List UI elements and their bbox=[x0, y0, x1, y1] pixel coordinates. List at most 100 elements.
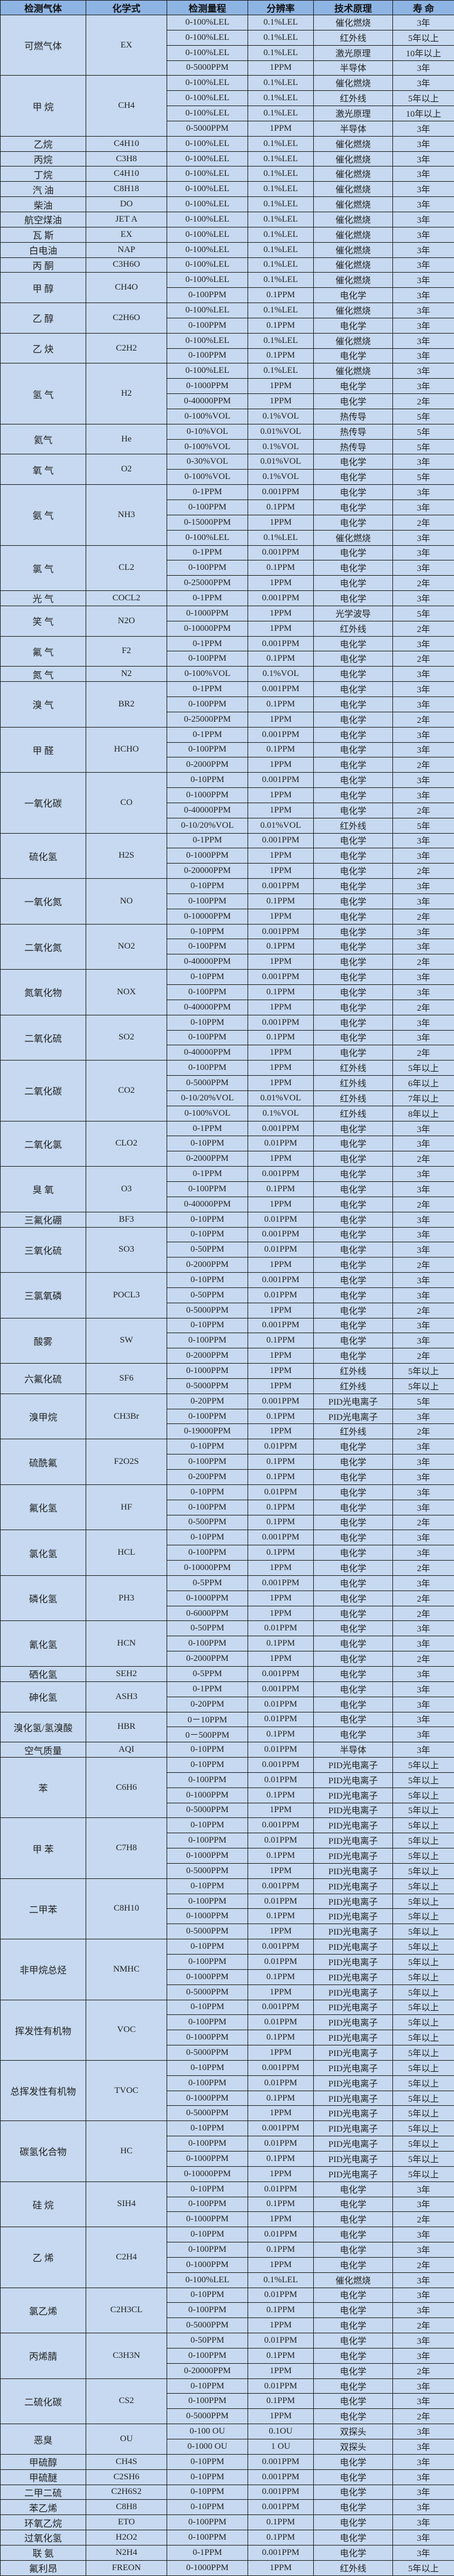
principle-cell: 电化学 bbox=[313, 1242, 393, 1258]
table-row: 六氟化硫 SF6 0-1000PPM 1PPM 红外线 5年以上 bbox=[0, 1363, 454, 1394]
principle-cell: PID光电离子 bbox=[313, 1878, 393, 1894]
lifespan-cell: 3年 bbox=[392, 196, 454, 212]
formula-cell: PH3 bbox=[86, 1575, 167, 1622]
header-principle: 技术原理 bbox=[313, 0, 393, 15]
formula-cell: SIH4 bbox=[86, 2181, 167, 2228]
resolution-cell: 1PPM bbox=[248, 1423, 314, 1440]
table-row: 硒化氢 SEH2 0-5PPM 0.001PPM 电化学 3年 bbox=[0, 1666, 454, 1682]
gas-name-cell: 航空煤油 bbox=[0, 211, 86, 227]
resolution-cell: 0.1PPM bbox=[248, 893, 314, 909]
table-row: 甲 苯 C7H8 0-10PPM 0.001PPM PID光电离子 5年以上 bbox=[0, 1817, 454, 1879]
resolution-cell: 0.1%LEL bbox=[248, 226, 314, 243]
table-row: 苯 C6H6 0-10PPM 0.001PPM PID光电离子 5年以上 bbox=[0, 1757, 454, 1819]
resolution-cell: 0.001PPM bbox=[248, 1014, 314, 1031]
resolution-cell: 0.1%VOL bbox=[248, 1105, 314, 1122]
resolution-cell: 0.01PPM bbox=[248, 2287, 314, 2303]
resolution-cell: 1PPM bbox=[248, 1060, 314, 1076]
principle-cell: 电化学 bbox=[313, 2211, 393, 2228]
table-row: 乙 炔 C2H2 0-100%LEL 0.1%LEL 催化燃烧 3年 bbox=[0, 332, 454, 364]
principle-cell: 红外线 bbox=[313, 1075, 393, 1091]
resolution-cell: 0.001PPM bbox=[248, 1878, 314, 1894]
table-row: 0-5000PPM 1PPM PID光电离子 5年以上 bbox=[1, 1984, 454, 2000]
range-cell: 0-100PPM bbox=[167, 2196, 248, 2213]
range-cell: 0-20PPM bbox=[167, 1696, 248, 1712]
resolution-cell: 0.1PPM bbox=[248, 1636, 314, 1652]
lifespan-cell: 5年以上 bbox=[392, 2120, 454, 2137]
resolution-cell: 0.01PPM bbox=[248, 1711, 314, 1728]
lifespan-cell: 2年 bbox=[392, 1514, 454, 1531]
principle-cell: 电化学 bbox=[313, 969, 393, 985]
principle-cell: 电化学 bbox=[313, 2469, 393, 2485]
formula-cell: VOC bbox=[86, 1999, 167, 2061]
principle-cell: 电化学 bbox=[313, 848, 393, 864]
table-row: 0-1000PPM 0.1PPM PID光电离子 5年以上 bbox=[1, 2030, 454, 2046]
lifespan-cell: 3年 bbox=[392, 2453, 454, 2470]
range-cell: 0-100%LEL bbox=[167, 529, 248, 546]
range-cell: 0-2000PPM bbox=[167, 757, 248, 773]
principle-cell: 电化学 bbox=[313, 2317, 393, 2334]
range-cell: 0-10PPM bbox=[167, 2181, 248, 2197]
lifespan-cell: 3年 bbox=[392, 242, 454, 258]
formula-cell: N2 bbox=[86, 666, 167, 682]
principle-cell: 电化学 bbox=[313, 1287, 393, 1303]
resolution-cell: 0.1PPM bbox=[248, 317, 314, 334]
lifespan-cell: 3年 bbox=[392, 1242, 454, 1258]
lifespan-cell: 2年 bbox=[392, 2408, 454, 2425]
lifespan-cell: 3年 bbox=[392, 772, 454, 789]
table-row: 0-100PPM 0.1PPM 电化学 3年 bbox=[1, 2393, 454, 2410]
table-row: 0-100PPM 0.1PPM 电化学 3年 bbox=[1, 984, 454, 1000]
range-cell: 0-100PPM bbox=[167, 1545, 248, 1561]
resolution-cell: 0.001PPM bbox=[248, 726, 314, 743]
principle-cell: PID光电离子 bbox=[313, 1393, 393, 1409]
lifespan-cell: 2年 bbox=[392, 954, 454, 970]
lifespan-cell: 3年 bbox=[392, 969, 454, 985]
gas-name-cell: 二甲二硫 bbox=[0, 2484, 86, 2500]
principle-cell: PID光电离子 bbox=[313, 2045, 393, 2061]
range-cell: 0-1000PPM bbox=[167, 2560, 248, 2576]
resolution-cell: 0.001PPM bbox=[248, 2499, 314, 2516]
range-cell: 0-5000PPM bbox=[167, 120, 248, 137]
range-cell: 0-10PPM bbox=[167, 1211, 248, 1228]
formula-cell: H2S bbox=[86, 832, 167, 879]
lifespan-cell: 5年以上 bbox=[392, 2136, 454, 2152]
range-cell: 0-100%LEL bbox=[167, 181, 248, 198]
range-cell: 0-100%LEL bbox=[167, 135, 248, 152]
range-cell: 0-1PPM bbox=[167, 832, 248, 849]
resolution-cell: 0.001PPM bbox=[248, 635, 314, 652]
principle-cell: 电化学 bbox=[313, 1666, 393, 1682]
principle-cell: 电化学 bbox=[313, 787, 393, 803]
table-row: 0-1000PPM 0.1PPM PID光电离子 5年以上 bbox=[1, 1969, 454, 1985]
principle-cell: 电化学 bbox=[313, 590, 393, 606]
table-row: 0-2000PPM 1PPM 电化学 2年 bbox=[1, 1651, 454, 1667]
resolution-cell: 0.001PPM bbox=[248, 772, 314, 789]
gas-name-cell: 甲 烷 bbox=[0, 75, 86, 137]
gas-name-cell: 碳氢化合物 bbox=[0, 2120, 86, 2182]
principle-cell: 电化学 bbox=[313, 696, 393, 712]
lifespan-cell: 5年以上 bbox=[392, 1363, 454, 1379]
range-cell: 0-100PPM bbox=[167, 2136, 248, 2152]
lifespan-cell: 3年 bbox=[392, 287, 454, 304]
lifespan-cell: 5年以上 bbox=[392, 1802, 454, 1819]
range-cell: 0-5000PPM bbox=[167, 1863, 248, 1879]
lifespan-cell: 3年 bbox=[392, 832, 454, 849]
principle-cell: 红外线 bbox=[313, 620, 393, 637]
lifespan-cell: 2年 bbox=[392, 1045, 454, 1061]
range-cell: 0-40000PPM bbox=[167, 954, 248, 970]
principle-cell: 催化燃烧 bbox=[313, 257, 393, 273]
table-row: 0-100PPM 0.1PPM 电化学 3年 bbox=[1, 2302, 454, 2319]
lifespan-cell: 5年以上 bbox=[392, 90, 454, 107]
table-row: 0-100PPM 0.01PPM PID光电离子 5年以上 bbox=[1, 1893, 454, 1909]
resolution-cell: 0.1PPM bbox=[248, 2514, 314, 2531]
formula-cell: SF6 bbox=[86, 1363, 167, 1394]
lifespan-cell: 2年 bbox=[392, 575, 454, 592]
table-row: 硫化氢 H2S 0-1PPM 0.001PPM 电化学 3年 bbox=[0, 832, 454, 879]
lifespan-cell: 3年 bbox=[392, 226, 454, 243]
resolution-cell: 0.01PPM bbox=[248, 1287, 314, 1303]
lifespan-cell: 3年 bbox=[392, 1272, 454, 1288]
range-cell: 0-10PPM bbox=[167, 2499, 248, 2516]
lifespan-cell: 5年以上 bbox=[392, 2075, 454, 2091]
table-header-row: 检测气体 化学式 检测量程 分辨率 技术原理 寿 命 bbox=[0, 0, 454, 15]
gas-name-cell: 氟 气 bbox=[0, 635, 86, 667]
range-cell: 0-50PPM bbox=[167, 1620, 248, 1637]
